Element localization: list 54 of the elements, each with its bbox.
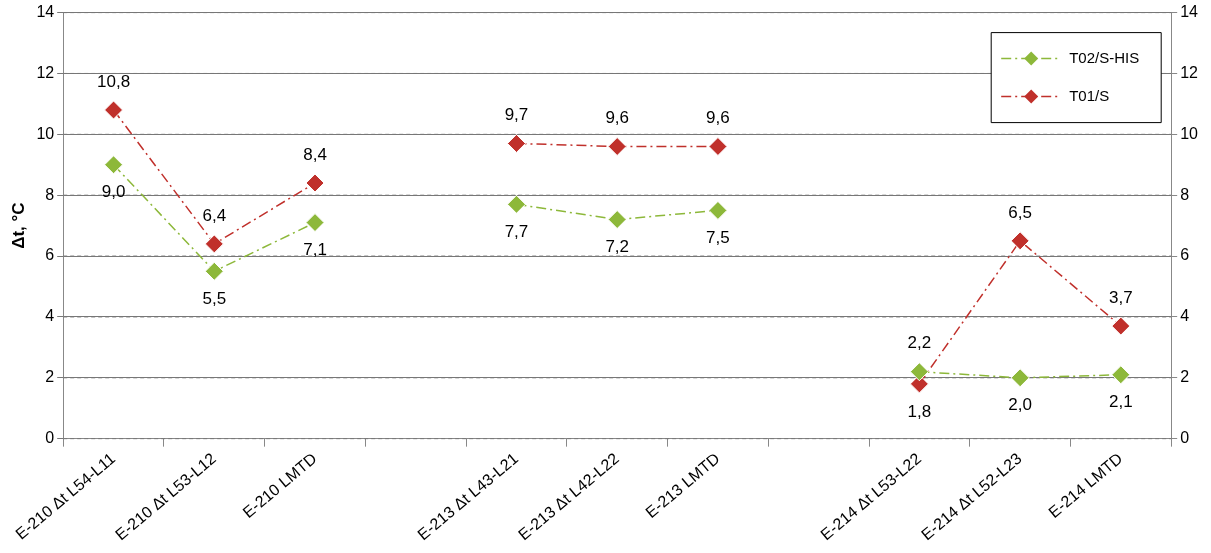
- data-label: 9,6: [605, 108, 630, 128]
- data-label: 6,4: [202, 205, 227, 225]
- y-tick-label: 10: [36, 124, 55, 142]
- y2-tick-label: 12: [1180, 63, 1199, 81]
- data-label: 7,1: [303, 240, 327, 260]
- point: [104, 100, 124, 120]
- data-label: 3,7: [1109, 287, 1133, 307]
- point: [305, 173, 325, 193]
- legend-label: T02/S-HIS: [1069, 48, 1140, 66]
- data-label: 2,0: [1008, 395, 1032, 415]
- data-label: 2,2: [907, 333, 932, 353]
- point: [204, 234, 224, 254]
- legend-label: T01/S: [1069, 86, 1110, 104]
- y-tick-label: 4: [45, 307, 55, 325]
- point: [1111, 316, 1131, 336]
- y2-tick-label: 14: [1180, 3, 1199, 21]
- point: [607, 210, 627, 230]
- data-label: 2,1: [1109, 392, 1133, 412]
- data-label: 9,6: [706, 108, 730, 128]
- point: [708, 137, 728, 157]
- point: [909, 362, 929, 382]
- point: [1010, 368, 1030, 388]
- y2-tick-label: 6: [1180, 246, 1190, 264]
- point: [607, 137, 627, 157]
- data-label: 7,5: [706, 228, 730, 248]
- point: [708, 200, 728, 220]
- y2-tick-label: 4: [1180, 307, 1190, 325]
- y-tick-label: 8: [45, 185, 55, 203]
- point: [506, 133, 526, 153]
- data-label: 8,4: [303, 144, 327, 164]
- data-label: 1,8: [907, 401, 932, 421]
- point: [1111, 365, 1131, 385]
- y-tick-label: 14: [36, 3, 55, 21]
- data-label: 9,0: [101, 182, 126, 202]
- y2-tick-label: 0: [1180, 429, 1190, 447]
- data-label: 7,2: [605, 237, 630, 257]
- point: [104, 155, 124, 175]
- point: [305, 213, 325, 233]
- y-axis-title: Δt, °C: [8, 202, 28, 249]
- data-label: 5,5: [202, 288, 227, 308]
- point: [506, 194, 526, 214]
- y-tick-label: 12: [36, 63, 55, 81]
- point: [204, 261, 224, 281]
- point: [1010, 231, 1030, 251]
- y2-tick-label: 8: [1180, 185, 1190, 203]
- y2-tick-label: 2: [1180, 368, 1190, 386]
- data-label: 7,7: [504, 222, 529, 242]
- y-tick-label: 2: [45, 368, 55, 386]
- y-tick-label: 6: [45, 246, 55, 264]
- y2-tick-label: 10: [1180, 124, 1199, 142]
- data-label: 9,7: [504, 105, 529, 125]
- data-label: 6,5: [1008, 202, 1032, 222]
- y-tick-label: 0: [45, 429, 55, 447]
- data-label: 10,8: [97, 71, 131, 91]
